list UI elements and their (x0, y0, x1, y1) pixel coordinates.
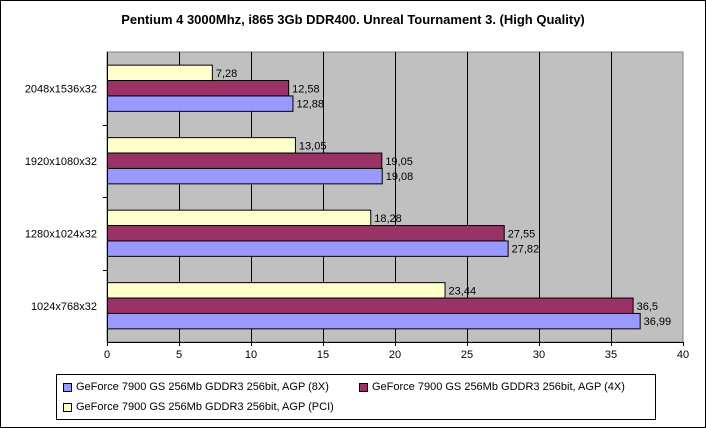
x-tick-label: 30 (533, 349, 545, 361)
data-label: 23,44 (449, 285, 477, 297)
category-label: 1024x768x32 (31, 301, 97, 313)
bar (107, 225, 505, 242)
category-label: 1920x1080x32 (25, 156, 97, 168)
data-label: 36,99 (644, 316, 672, 328)
legend-label-pci: GeForce 7900 GS 256Mb GDDR3 256bit, AGP … (76, 401, 334, 413)
x-tick-label: 35 (605, 349, 617, 361)
data-label: 27,55 (508, 228, 536, 240)
x-tick-label: 15 (317, 349, 329, 361)
data-label: 7,28 (216, 68, 237, 80)
bar (107, 80, 290, 97)
data-label: 36,5 (637, 301, 658, 313)
x-tick-label: 5 (176, 349, 182, 361)
x-tick-label: 20 (389, 349, 401, 361)
legend-item-8x: GeForce 7900 GS 256Mb GDDR3 256bit, AGP … (63, 381, 329, 393)
x-tick-label: 25 (461, 349, 473, 361)
bar (107, 137, 296, 154)
legend: GeForce 7900 GS 256Mb GDDR3 256bit, AGP … (56, 374, 656, 420)
legend-swatch-4x (359, 382, 368, 392)
bar (107, 152, 383, 169)
legend-label-8x: GeForce 7900 GS 256Mb GDDR3 256bit, AGP … (76, 381, 329, 393)
data-label: 13,05 (299, 140, 327, 152)
x-tick-label: 10 (245, 349, 257, 361)
legend-item-pci: GeForce 7900 GS 256Mb GDDR3 256bit, AGP … (63, 401, 334, 413)
data-label: 19,08 (386, 171, 414, 183)
bar-chart: 0 5 10 15 20 25 30 35 40 2048x1536x32 7,28 12,58 12,… (25, 51, 689, 361)
data-label: 12,88 (296, 99, 324, 111)
bar (107, 297, 634, 314)
legend-label-4x: GeForce 7900 GS 256Mb GDDR3 256bit, AGP … (372, 381, 625, 393)
data-label: 27,82 (512, 244, 540, 256)
data-label: 12,58 (292, 83, 320, 95)
chart-title: Pentium 4 3000Mhz, i865 3Gb DDR400. Unre… (121, 12, 585, 27)
bar (107, 167, 383, 185)
bar (107, 64, 213, 82)
legend-swatch-8x (63, 382, 72, 392)
data-label: 19,05 (385, 156, 413, 168)
bar (107, 282, 446, 299)
data-label: 18,28 (374, 213, 402, 225)
bar (107, 95, 294, 112)
x-tick-label: 0 (104, 349, 110, 361)
bar (107, 312, 641, 330)
x-tick-label: 40 (677, 349, 689, 361)
legend-swatch-pci (63, 402, 72, 412)
category-label: 2048x1536x32 (25, 83, 97, 95)
category-label: 1280x1024x32 (25, 228, 97, 240)
bar (107, 209, 372, 227)
bar (107, 240, 509, 257)
legend-item-4x: GeForce 7900 GS 256Mb GDDR3 256bit, AGP … (359, 381, 625, 393)
